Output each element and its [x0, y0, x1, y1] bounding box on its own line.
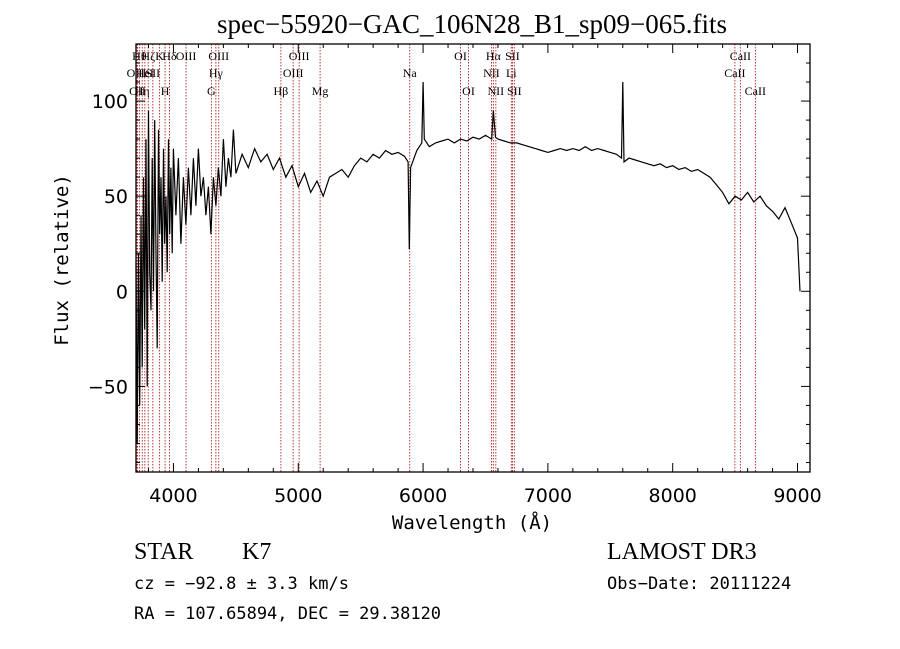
- marker-label: OIII: [289, 49, 310, 63]
- marker-label: OII: [129, 84, 146, 98]
- marker-label: OIII: [283, 66, 304, 80]
- y-tick-label: −50: [88, 376, 128, 398]
- marker-label: OI: [462, 84, 475, 98]
- marker-label: CaII: [724, 66, 745, 80]
- marker-label: Hζ: [141, 49, 155, 63]
- x-tick-label: 4000: [149, 485, 197, 507]
- marker-label: H: [161, 84, 170, 98]
- y-tick-label: 0: [116, 281, 128, 303]
- chart-title: spec−55920−GAC_106N28_B1_sp09−065.fits: [217, 9, 727, 39]
- marker-label: SII: [505, 49, 520, 63]
- marker-label: Hγ: [209, 66, 224, 80]
- marker-label: HeI: [136, 66, 154, 80]
- marker-label: CaII: [745, 84, 766, 98]
- marker-label: Hβ: [274, 84, 289, 98]
- marker-label: OIII: [208, 49, 229, 63]
- marker-label: Mg: [312, 84, 329, 98]
- x-tick-label: 8000: [649, 485, 697, 507]
- marker-label: Li: [506, 66, 517, 80]
- x-axis-label: Wavelength (Å): [392, 511, 552, 534]
- x-tick-label: 5000: [274, 485, 322, 507]
- marker-label: OI: [454, 49, 467, 63]
- marker-label: Hη: [135, 84, 150, 98]
- x-tick-label: 6000: [399, 485, 447, 507]
- coordinates-readout: RA = 107.65894, DEC = 29.38120: [134, 604, 441, 624]
- marker-label: CaII: [730, 49, 751, 63]
- x-axis-ticks: 4000 5000 6000 7000 8000 9000: [147, 44, 822, 507]
- y-tick-label: 50: [104, 186, 128, 208]
- marker-label: NII: [483, 66, 500, 80]
- marker-label: SII: [146, 66, 161, 80]
- object-subclass: K7: [242, 539, 271, 565]
- marker-label: G: [207, 84, 216, 98]
- redshift-readout: cz = −92.8 ± 3.3 km/s: [134, 574, 349, 594]
- flux-series-line: [135, 81, 801, 444]
- object-class: STAR: [134, 539, 193, 565]
- marker-label: Na: [403, 66, 418, 80]
- observation-date: Obs−Date: 20111224: [607, 574, 791, 594]
- x-tick-label: 9000: [773, 485, 821, 507]
- marker-label: K: [155, 49, 164, 63]
- marker-label: NII: [488, 84, 505, 98]
- marker-label: Hα: [486, 49, 502, 63]
- marker-label: SII: [507, 84, 522, 98]
- marker-label: OIII: [176, 49, 197, 63]
- y-tick-label: 100: [92, 91, 128, 113]
- survey-name: LAMOST DR3: [607, 539, 757, 565]
- y-axis-ticks: −50 0 50 100: [88, 62, 810, 463]
- plot-frame: [135, 43, 811, 473]
- x-tick-label: 7000: [524, 485, 572, 507]
- y-axis-label: Flux (relative): [51, 174, 73, 346]
